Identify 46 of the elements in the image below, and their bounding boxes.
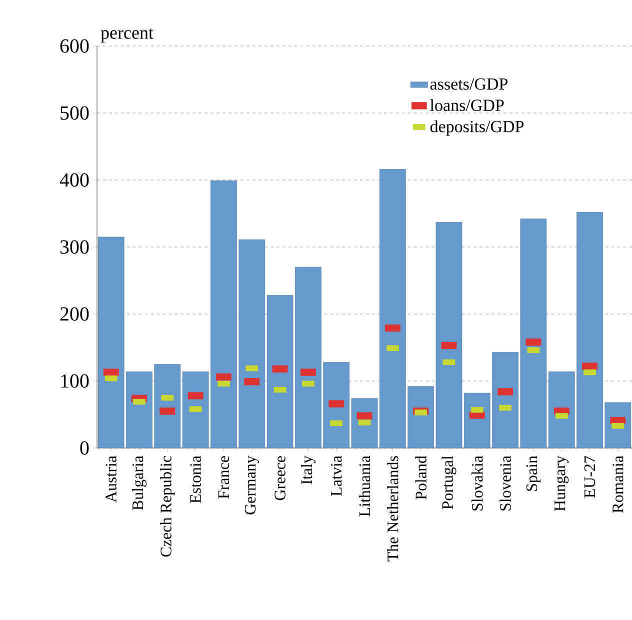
bar — [323, 362, 350, 448]
x-tick-label: Austria — [106, 456, 116, 502]
x-tick-label: Italy — [300, 456, 316, 484]
x-tick-label: Germany — [244, 456, 259, 514]
x-tick-label: The Netherlands — [387, 456, 398, 562]
x-tick-label: Spain — [526, 456, 540, 491]
y-tick-label: 500 — [60, 106, 89, 120]
bar — [295, 266, 322, 448]
bar — [436, 222, 462, 448]
bar — [492, 352, 518, 448]
bar — [548, 371, 575, 448]
bar — [210, 180, 237, 448]
y-axis-title: percent — [100, 28, 154, 42]
bar — [266, 295, 294, 448]
bar — [576, 212, 603, 448]
x-tick-label: EU-27 — [584, 456, 596, 498]
bar — [182, 371, 209, 448]
bar — [126, 371, 152, 448]
y-tick-label: 200 — [60, 307, 89, 321]
x-tick-label: Slovenia — [500, 456, 511, 510]
x-tick-label: Poland — [415, 456, 426, 500]
x-tick-label: Czech Republic — [160, 456, 175, 557]
y-tick-label: 600 — [60, 39, 89, 53]
x-tick-label: Romania — [612, 456, 624, 513]
x-tick-label: Portugal — [442, 456, 456, 510]
x-tick-label: Estonia — [190, 456, 201, 504]
x-tick-label: Latvia — [330, 456, 342, 496]
y-tick-label: 300 — [60, 240, 89, 254]
bar — [154, 364, 181, 448]
x-tick-label: Greece — [274, 456, 286, 500]
bar — [520, 218, 547, 448]
bar — [98, 236, 124, 448]
x-tick-label: France — [218, 456, 230, 499]
x-tick-label: Bulgaria — [132, 456, 147, 510]
legend-label: loans/GDP — [430, 99, 504, 112]
bar — [408, 386, 434, 448]
legend-label: deposits/GDP — [430, 120, 524, 136]
y-tick-label: 100 — [61, 374, 89, 388]
x-tick-label: Hungary — [554, 456, 569, 512]
x-tick-label: Lithuania — [358, 456, 370, 516]
x-tick-label: Slovakia — [472, 456, 483, 510]
y-tick-label: 400 — [60, 173, 89, 187]
legend-label: assets/GDP — [430, 78, 508, 90]
bar — [380, 169, 406, 448]
y-tick-label: 0 — [80, 441, 89, 455]
bar — [238, 239, 266, 448]
